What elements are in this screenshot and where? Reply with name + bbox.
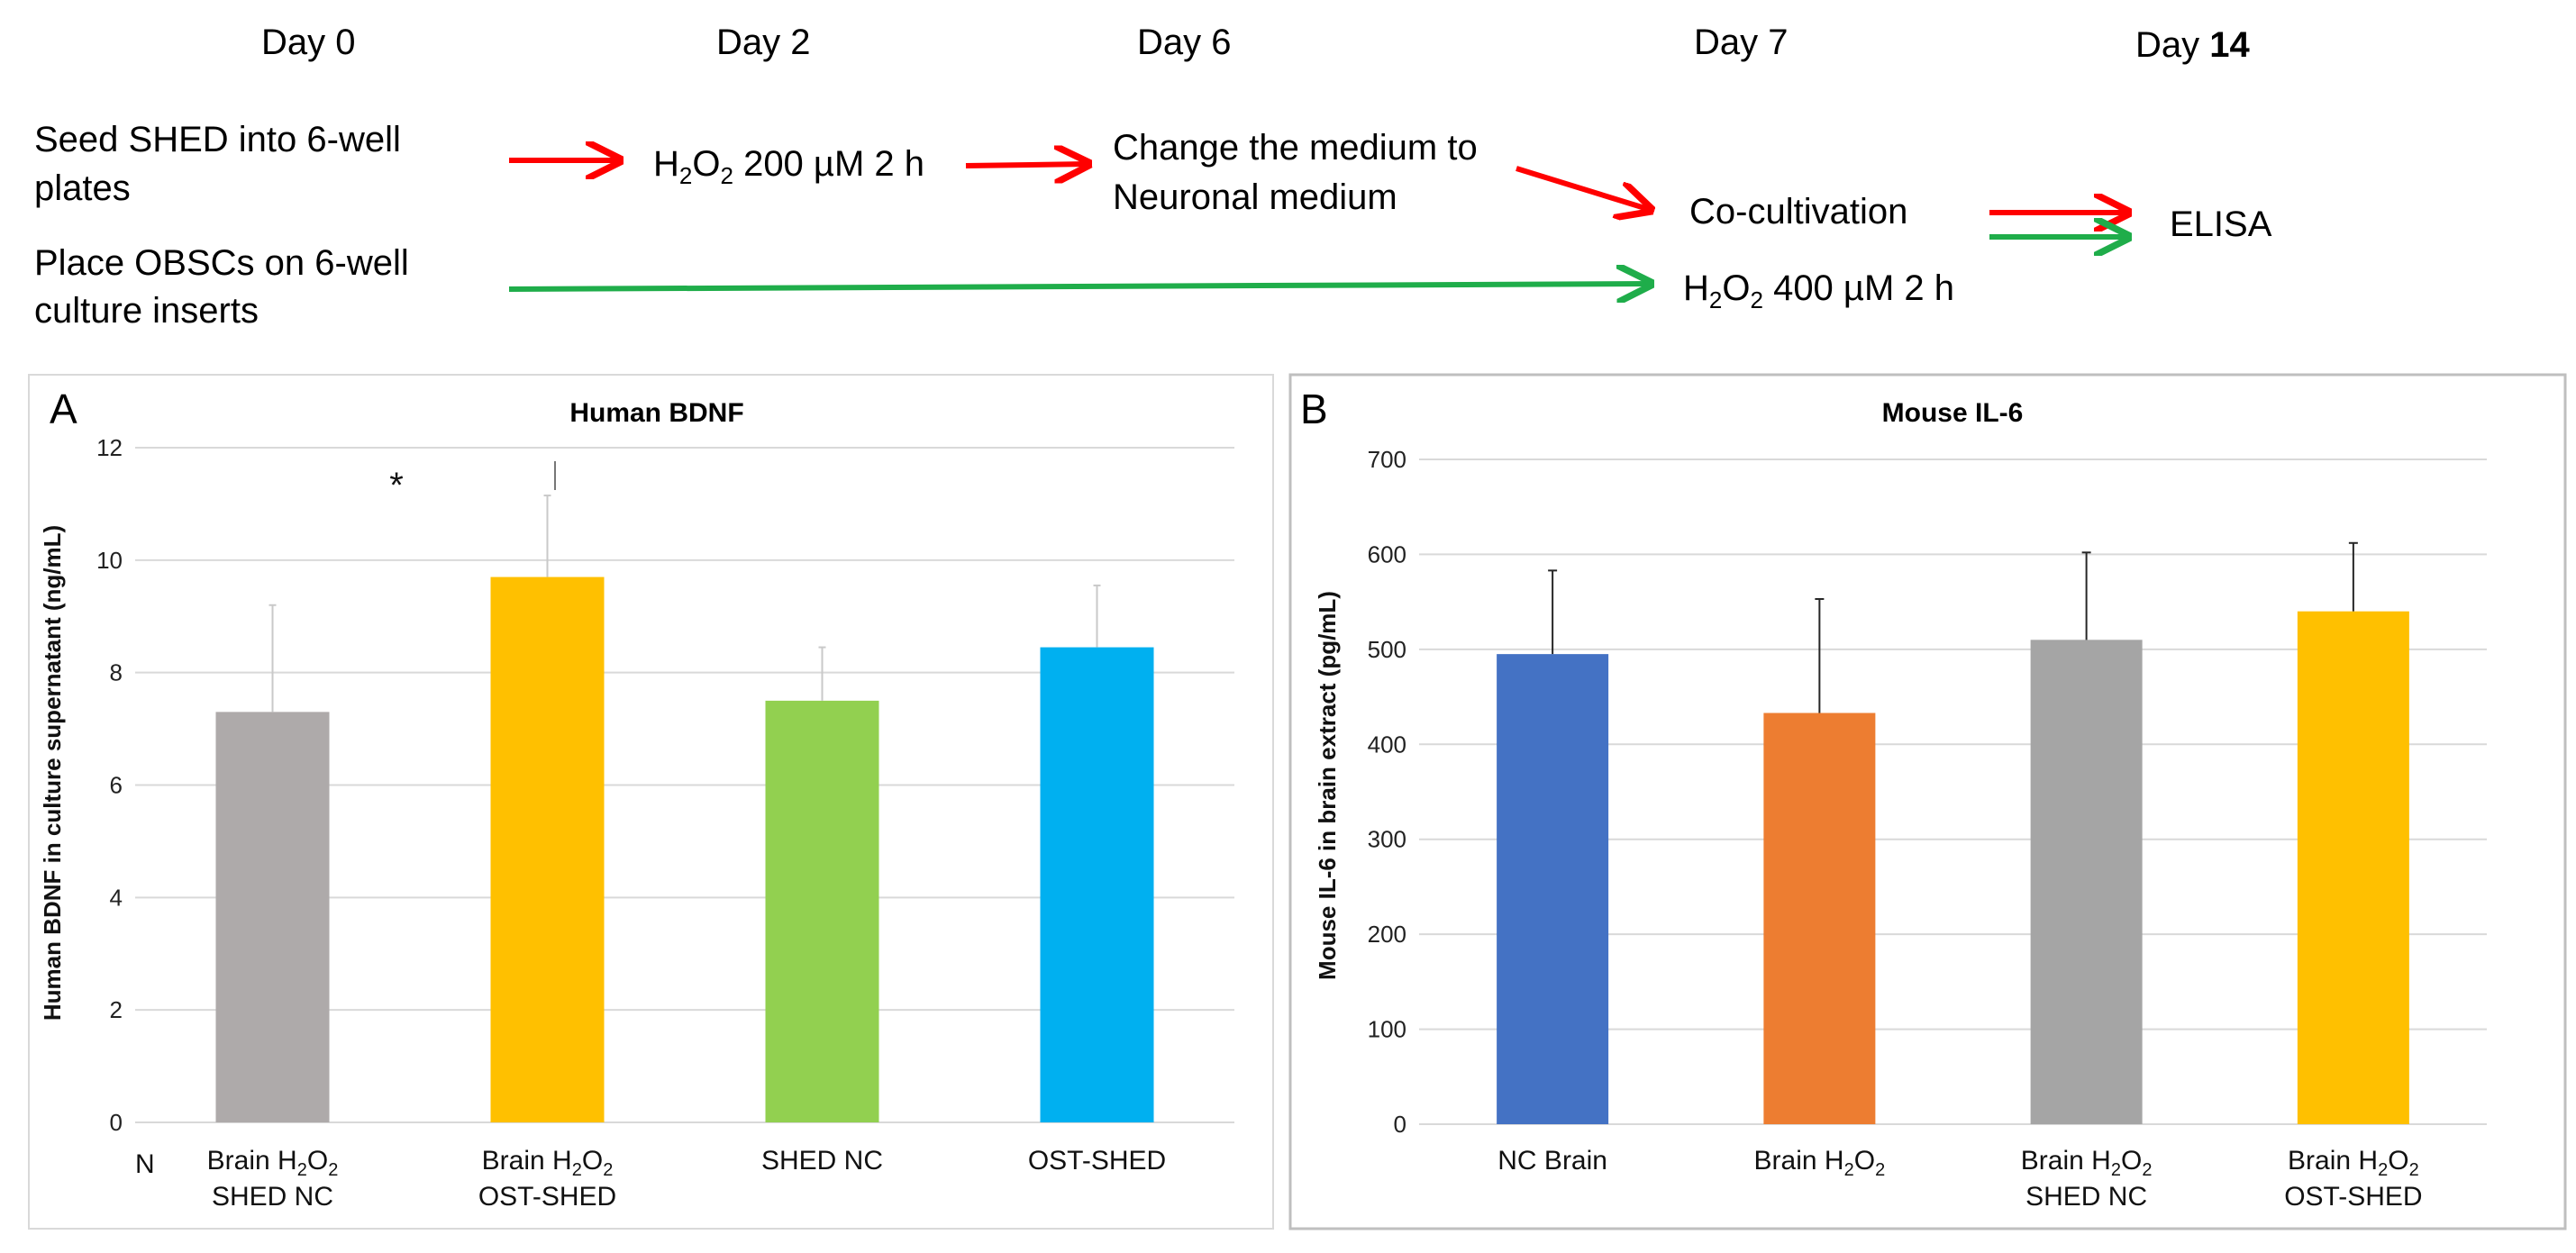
arrow-h2o2-to-medium bbox=[965, 164, 1088, 166]
y-tick-label: 200 bbox=[1368, 921, 1406, 948]
y-tick-label: 0 bbox=[110, 1109, 123, 1136]
panel-b-ylabel: Mouse IL-6 in brain extract (pg/mL) bbox=[1314, 591, 1341, 980]
cocultivation-text: Co-cultivation bbox=[1689, 192, 1907, 232]
day-2-label: Day 2 bbox=[716, 23, 811, 62]
panel-b-bars bbox=[1497, 541, 2409, 1124]
timeline: Day 0 Day 2 Day 6 Day 7 Day 14 Seed SHED… bbox=[34, 23, 2272, 331]
category-label: OST-SHED bbox=[478, 1182, 616, 1212]
panel-b: B Mouse IL-6 0 100 200 300 400 500 600 700 NC B… bbox=[1288, 373, 2567, 1230]
category-label: OST-SHED bbox=[1028, 1146, 1166, 1176]
panel-b-letter: B bbox=[1300, 386, 1328, 432]
elisa-text: ELISA bbox=[2170, 204, 2272, 244]
arrow-medium-to-cocultivation bbox=[1516, 166, 1651, 210]
y-tick-label: 2 bbox=[110, 996, 123, 1023]
panel-a-title: Human BDNF bbox=[569, 398, 743, 428]
y-tick-label: 400 bbox=[1368, 731, 1406, 758]
y-tick-label: 700 bbox=[1368, 446, 1406, 473]
h2o2-200-text: H2O2 200 µM 2 h bbox=[653, 144, 924, 189]
category-label: SHED NC bbox=[761, 1146, 883, 1176]
medium-text-line2: Neuronal medium bbox=[1113, 177, 1397, 217]
bar bbox=[1763, 713, 1876, 1124]
bar bbox=[215, 712, 330, 1122]
seed-text-line2: plates bbox=[34, 168, 131, 208]
category-label: SHED NC bbox=[2025, 1182, 2147, 1212]
panel-a-ticks: 0 2 4 6 8 10 12 bbox=[96, 434, 123, 1136]
medium-text-line1: Change the medium to bbox=[1113, 128, 1478, 168]
category-label: NC Brain bbox=[1497, 1146, 1607, 1176]
bar bbox=[765, 700, 879, 1122]
obsc-text-line2: culture inserts bbox=[34, 291, 259, 331]
category-label: Brain H2O2 bbox=[2021, 1146, 2153, 1180]
y-tick-label: 600 bbox=[1368, 540, 1406, 567]
day-14-label: Day 14 bbox=[2135, 25, 2250, 65]
category-label: OST-SHED bbox=[2284, 1182, 2422, 1212]
y-tick-label: 500 bbox=[1368, 636, 1406, 663]
y-tick-label: 10 bbox=[96, 547, 123, 574]
significance-star: * bbox=[389, 466, 404, 505]
y-tick-label: 4 bbox=[110, 884, 123, 911]
panel-a-ylabel: Human BDNF in culture supernatant (ng/mL… bbox=[39, 525, 66, 1021]
y-tick-label: 300 bbox=[1368, 826, 1406, 853]
y-tick-label: 8 bbox=[110, 659, 123, 686]
day-0-label: Day 0 bbox=[261, 23, 356, 62]
y-tick-label: 0 bbox=[1394, 1111, 1406, 1138]
day-14-number: 14 bbox=[2209, 25, 2250, 65]
arrow-obsc-to-h2o2 bbox=[508, 284, 1651, 289]
panel-a-bars bbox=[215, 495, 1154, 1122]
seed-text-line1: Seed SHED into 6-well bbox=[34, 120, 401, 159]
category-label: Brain H2O2 bbox=[1754, 1146, 1886, 1180]
panel-a-partial-label: N bbox=[135, 1149, 155, 1179]
bar bbox=[2297, 611, 2409, 1124]
category-label: SHED NC bbox=[212, 1182, 333, 1212]
bar bbox=[2030, 640, 2143, 1124]
h2o2-400-text: H2O2 400 µM 2 h bbox=[1683, 268, 1954, 313]
category-label: Brain H2O2 bbox=[482, 1146, 614, 1180]
bar bbox=[490, 577, 605, 1122]
obsc-text-line1: Place OBSCs on 6-well bbox=[34, 243, 409, 283]
day-14-prefix: Day bbox=[2135, 25, 2209, 65]
category-label: Brain H2O2 bbox=[2288, 1146, 2419, 1180]
day-6-label: Day 6 bbox=[1137, 23, 1232, 62]
panel-b-title: Mouse IL-6 bbox=[1882, 398, 2024, 428]
bar bbox=[1040, 647, 1154, 1122]
bar bbox=[1497, 654, 1609, 1124]
day-7-label: Day 7 bbox=[1694, 23, 1789, 62]
y-tick-label: 12 bbox=[96, 434, 123, 461]
panel-a-letter: A bbox=[50, 386, 77, 432]
y-tick-label: 100 bbox=[1368, 1016, 1406, 1043]
panel-b-ticks: 0 100 200 300 400 500 600 700 bbox=[1368, 446, 1406, 1138]
category-label: Brain H2O2 bbox=[207, 1146, 339, 1180]
y-tick-label: 6 bbox=[110, 772, 123, 799]
